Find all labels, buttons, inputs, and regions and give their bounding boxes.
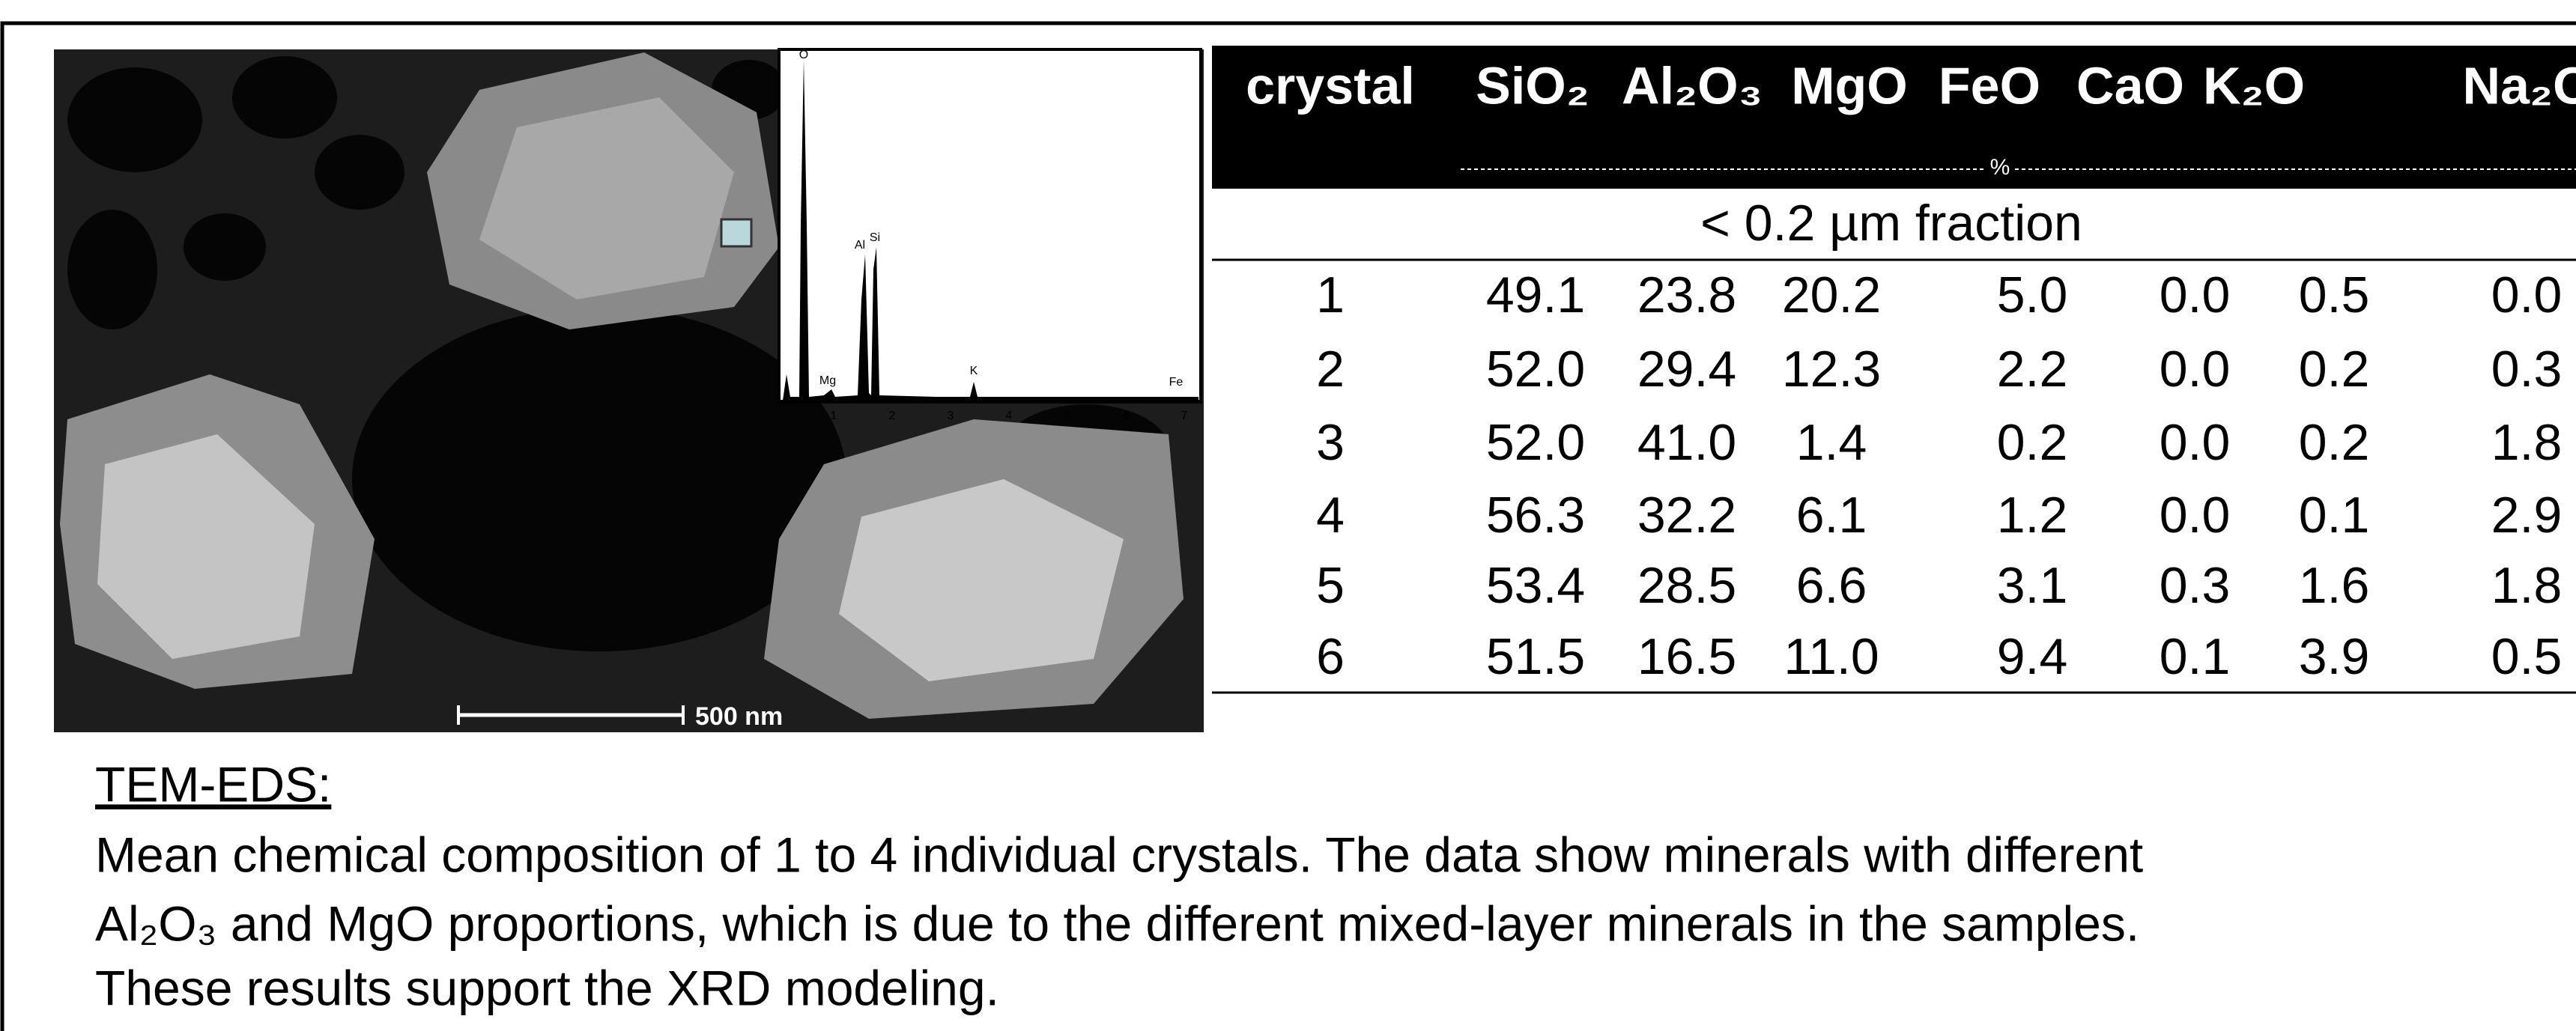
table-cell: 16.5 <box>1637 628 1736 685</box>
table-cell: 0.5 <box>2299 267 2370 323</box>
table-cell: 6 <box>1316 628 1345 685</box>
caption-line: Al₂O₃ and MgO proportions, which is due … <box>95 895 2139 951</box>
column-header: Na₂O <box>2462 56 2576 115</box>
table-cell: 51.5 <box>1486 628 1585 685</box>
table-cell: 53.4 <box>1486 557 1585 614</box>
table-cell: 0.0 <box>2160 414 2231 471</box>
table-cell: 3.1 <box>1997 557 2068 614</box>
table-cell: 0.1 <box>2299 487 2370 544</box>
table-cell: 32.2 <box>1637 487 1736 544</box>
column-header: K₂O <box>2203 56 2305 115</box>
table-cell: 4 <box>1316 487 1345 544</box>
column-header: crystal <box>1246 56 1415 115</box>
tem-image: 500 nm O Mg Al Si K Fe 1 2 3 4 5 6 7 <box>54 49 1204 732</box>
table-cell: 0.0 <box>2160 267 2231 323</box>
table-cell: 20.2 <box>1782 267 1881 323</box>
table-cell: 1.6 <box>2299 557 2370 614</box>
eds-peak-label: Fe <box>1169 376 1184 389</box>
table-cell: 11.0 <box>1783 628 1879 685</box>
eds-peak-label: Si <box>870 231 880 244</box>
table-cell: 6.1 <box>1796 487 1867 544</box>
eds-peak-label: Al <box>855 239 865 252</box>
column-header: Al₂O₃ <box>1622 56 1763 115</box>
table-cell: 2 <box>1316 341 1345 398</box>
eds-axis-label: 1 <box>831 410 837 422</box>
table-cell: 28.5 <box>1637 557 1736 614</box>
table-cell: 0.0 <box>2160 487 2231 544</box>
table-cell: 0.2 <box>1997 414 2068 471</box>
table-cell: 3 <box>1316 414 1345 471</box>
table-cell: 9.4 <box>1997 628 2068 685</box>
eds-peak-label: K <box>970 365 978 377</box>
table-cell: 3.9 <box>2299 628 2370 685</box>
scale-bar-label: 500 nm <box>695 702 783 731</box>
table-cell: 0.3 <box>2491 341 2563 398</box>
section-label: < 0.2 µm fraction <box>1700 195 2082 252</box>
table-cell: 41.0 <box>1637 414 1736 471</box>
eds-axis-label: 5 <box>1064 410 1071 422</box>
table-cell: 0.2 <box>2299 414 2370 471</box>
column-header: FeO <box>1939 56 2040 115</box>
table-cell: 56.3 <box>1486 487 1585 544</box>
page: 500 nm O Mg Al Si K Fe 1 2 3 4 5 6 7 % < 0.2 µm fra… <box>0 0 2576 1031</box>
eds-axis-label: 2 <box>889 410 896 422</box>
eds-axis-label: 4 <box>1006 410 1013 422</box>
table-cell: 23.8 <box>1637 267 1736 323</box>
table-cell: 49.1 <box>1486 267 1585 323</box>
table-cell: 0.0 <box>2491 267 2563 323</box>
table-cell: 0.0 <box>2160 341 2231 398</box>
eds-inset: O Mg Al Si K Fe 1 2 3 4 5 6 7 <box>779 49 1201 422</box>
table-cell: 1.8 <box>2491 414 2563 471</box>
column-header: CaO <box>2076 56 2184 115</box>
caption-line: Mean chemical composition of 1 to 4 indi… <box>95 827 2143 882</box>
table-cell: 52.0 <box>1486 414 1585 471</box>
unit-label: % <box>1990 155 2010 180</box>
caption-heading: TEM-EDS: <box>95 756 331 812</box>
table-cell: 0.2 <box>2299 341 2370 398</box>
eds-axis-label: 6 <box>1123 410 1130 422</box>
table-cell: 29.4 <box>1637 341 1736 398</box>
eds-peak-label: Mg <box>819 374 836 387</box>
table-cell: 2.2 <box>1997 341 2068 398</box>
slide: 500 nm O Mg Al Si K Fe 1 2 3 4 5 6 7 % < 0.2 µm fra… <box>0 0 2576 1031</box>
table-cell: 1.2 <box>1997 487 2068 544</box>
table-cell: 5.0 <box>1997 267 2068 323</box>
table-cell: 0.1 <box>2160 628 2231 685</box>
table-cell: 1.4 <box>1796 414 1867 471</box>
table-cell: 2.9 <box>2491 487 2563 544</box>
eds-axis-label: 3 <box>948 410 954 422</box>
eds-peak-label: O <box>799 49 808 61</box>
eds-axis-label: 7 <box>1181 410 1188 422</box>
table-cell: 0.3 <box>2160 557 2231 614</box>
table-cell: 6.6 <box>1796 557 1867 614</box>
table-cell: 1 <box>1316 267 1345 323</box>
table-cell: 52.0 <box>1486 341 1585 398</box>
composition-table: % < 0.2 µm fraction crystal SiO₂ Al₂O₃ MgO F… <box>1212 46 2576 693</box>
caption-line: These results support the XRD modeling. <box>95 960 999 1015</box>
table-cell: 12.3 <box>1782 341 1881 398</box>
column-header: SiO₂ <box>1476 56 1589 115</box>
column-header: MgO <box>1791 56 1908 115</box>
table-cell: 1.8 <box>2491 557 2563 614</box>
table-cell: 5 <box>1316 557 1345 614</box>
table-cell: 0.5 <box>2491 628 2563 685</box>
caption: TEM-EDS: Mean chemical composition of 1 … <box>95 756 2143 1015</box>
